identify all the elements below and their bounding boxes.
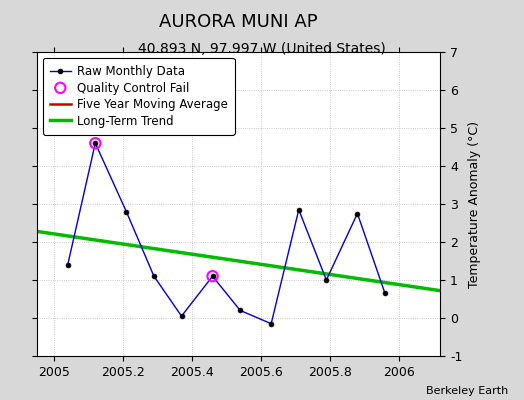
Raw Monthly Data xyxy=(323,278,330,282)
Text: Berkeley Earth: Berkeley Earth xyxy=(426,386,508,396)
Title: AURORA MUNI AP: AURORA MUNI AP xyxy=(159,13,318,31)
Raw Monthly Data xyxy=(237,308,243,313)
Y-axis label: Temperature Anomaly (°C): Temperature Anomaly (°C) xyxy=(468,120,481,288)
Raw Monthly Data xyxy=(354,211,361,216)
Raw Monthly Data xyxy=(151,274,157,278)
Raw Monthly Data xyxy=(92,141,99,146)
Raw Monthly Data xyxy=(268,321,275,326)
Raw Monthly Data xyxy=(64,262,71,267)
Raw Monthly Data xyxy=(210,274,216,278)
Text: 40.893 N, 97.997 W (United States): 40.893 N, 97.997 W (United States) xyxy=(138,42,386,56)
Raw Monthly Data xyxy=(123,209,129,214)
Legend: Raw Monthly Data, Quality Control Fail, Five Year Moving Average, Long-Term Tren: Raw Monthly Data, Quality Control Fail, … xyxy=(42,58,235,135)
Quality Control Fail xyxy=(209,273,217,279)
Raw Monthly Data xyxy=(382,291,388,296)
Quality Control Fail xyxy=(91,140,100,146)
Raw Monthly Data xyxy=(296,207,302,212)
Line: Raw Monthly Data: Raw Monthly Data xyxy=(66,141,387,326)
Raw Monthly Data xyxy=(178,314,184,318)
